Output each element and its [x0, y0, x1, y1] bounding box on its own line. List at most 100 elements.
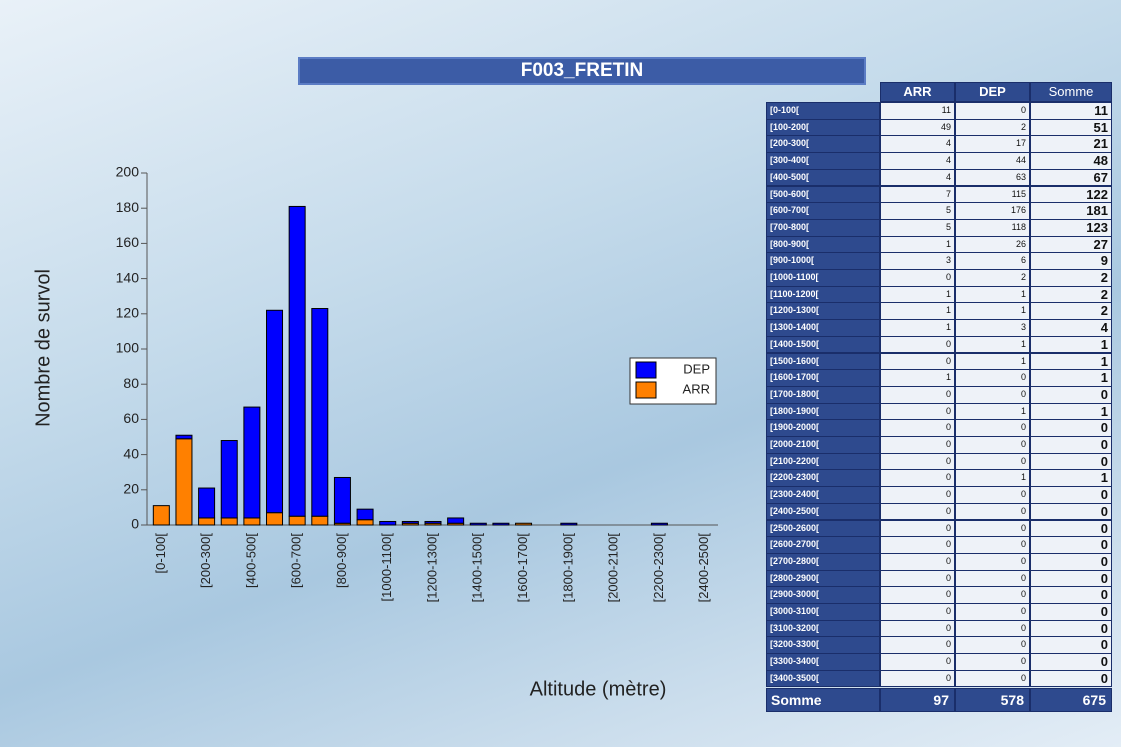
row-label: [1700-1800[: [766, 385, 880, 404]
y-tick-label: 160: [116, 234, 140, 250]
table-cell: 51: [1030, 118, 1112, 137]
row-label: [3200-3300[: [766, 636, 880, 655]
row-label: [3100-3200[: [766, 619, 880, 638]
legend-swatch: [635, 381, 657, 399]
row-label: [2600-2700[: [766, 536, 880, 554]
y-tick-label: 20: [123, 481, 139, 497]
table-cell: 0: [955, 552, 1030, 571]
row-label: [800-900[: [766, 235, 880, 254]
footer-cell: 675: [1030, 687, 1112, 712]
y-axis-label: Nombre de survol: [32, 269, 54, 427]
bar-segment: [492, 522, 510, 526]
row-label: [1500-1600[: [766, 352, 880, 371]
row-label: [400-500[: [766, 168, 880, 187]
table-cell: 1: [955, 402, 1030, 421]
row-label: [100-200[: [766, 118, 880, 137]
y-tick-label: 100: [116, 340, 140, 356]
row-label: [2500-2600[: [766, 519, 880, 538]
row-label: [200-300[: [766, 135, 880, 154]
table-cell: 0: [880, 436, 955, 454]
y-tick-label: 40: [123, 445, 139, 461]
bar-segment: [243, 517, 261, 526]
table-cell: 0: [1030, 519, 1112, 538]
table-cell: 0: [955, 369, 1030, 387]
table-cell: 0: [1030, 552, 1112, 571]
row-label: [1300-1400[: [766, 319, 880, 337]
table-cell: 0: [880, 619, 955, 638]
table-cell: 1: [955, 469, 1030, 488]
table-cell: 48: [1030, 152, 1112, 170]
column-header: DEP: [955, 82, 1030, 102]
table-cell: 0: [880, 552, 955, 571]
table-cell: 0: [880, 419, 955, 437]
bar-segment: [356, 508, 374, 521]
table-cell: 2: [1030, 269, 1112, 287]
table-cell: 1: [1030, 402, 1112, 421]
bar-segment: [447, 517, 465, 524]
bar-segment: [152, 505, 170, 526]
table-cell: 0: [880, 519, 955, 538]
bar-segment: [650, 522, 668, 526]
bar-segment: [401, 520, 419, 524]
row-label: [0-100[: [766, 102, 880, 120]
x-tick-label: [2400-2500[: [696, 533, 711, 603]
row-label: [1600-1700[: [766, 369, 880, 387]
table-cell: 0: [1030, 452, 1112, 471]
y-tick-label: 120: [116, 305, 140, 321]
table-cell: 1: [880, 369, 955, 387]
table-cell: 3: [880, 252, 955, 270]
table-cell: 49: [880, 118, 955, 137]
bar-segment: [243, 406, 261, 519]
x-tick-label: [1400-1500[: [470, 533, 485, 603]
table-cell: 26: [955, 235, 1030, 254]
table-cell: 1: [880, 285, 955, 304]
row-label: [1900-2000[: [766, 419, 880, 437]
table-cell: 118: [955, 218, 1030, 237]
row-label: [900-1000[: [766, 252, 880, 270]
bar-segment: [266, 309, 284, 514]
table-cell: 0: [880, 603, 955, 621]
table-cell: 2: [955, 118, 1030, 137]
table-cell: 0: [955, 636, 1030, 655]
table-cell: 0: [1030, 419, 1112, 437]
table-cell: 7: [880, 185, 955, 204]
bar-segment: [379, 520, 397, 526]
row-label: [2800-2900[: [766, 569, 880, 588]
x-tick-label: [400-500[: [243, 533, 258, 588]
table-cell: 0: [1030, 669, 1112, 688]
title-bar: F003_FRETIN: [298, 57, 866, 85]
table-cell: 0: [1030, 569, 1112, 588]
table-cell: 0: [955, 452, 1030, 471]
bar-segment: [175, 434, 193, 440]
table-cell: 2: [955, 269, 1030, 287]
table-cell: 1: [955, 285, 1030, 304]
y-tick-label: 80: [123, 375, 139, 391]
x-tick-label: [1200-1300[: [424, 533, 439, 603]
y-tick-label: 60: [123, 410, 139, 426]
legend-label: ARR: [683, 381, 710, 396]
table-cell: 0: [1030, 603, 1112, 621]
table-cell: 11: [1030, 102, 1112, 120]
table-cell: 176: [955, 202, 1030, 220]
row-label: [300-400[: [766, 152, 880, 170]
table-cell: 11: [880, 102, 955, 120]
table-cell: 0: [1030, 636, 1112, 655]
y-tick-label: 0: [131, 516, 139, 532]
table-cell: 0: [880, 586, 955, 604]
bar-segment: [288, 205, 306, 517]
table-cell: 0: [880, 502, 955, 521]
row-label: [2700-2800[: [766, 552, 880, 571]
bar-segment: [356, 519, 374, 526]
table-cell: 0: [880, 469, 955, 488]
bar-segment: [311, 308, 329, 517]
y-tick-label: 180: [116, 199, 140, 215]
y-tick-label: 200: [116, 164, 140, 180]
table-cell: 4: [880, 168, 955, 187]
table-cell: 2: [1030, 285, 1112, 304]
column-header: ARR: [880, 82, 955, 102]
table-cell: 0: [880, 385, 955, 404]
table-cell: 1: [1030, 335, 1112, 354]
table-cell: 0: [880, 669, 955, 688]
row-label: [700-800[: [766, 218, 880, 237]
